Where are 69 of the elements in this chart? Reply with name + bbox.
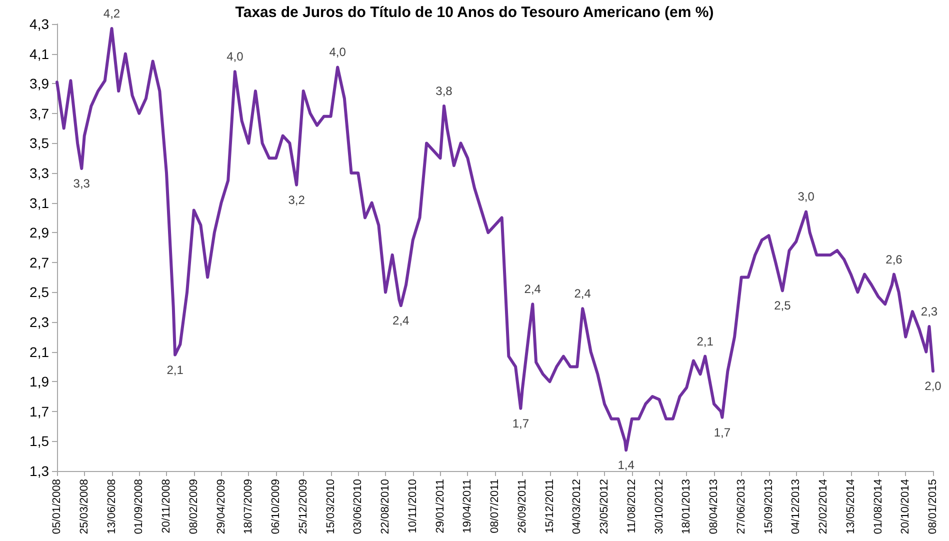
x-tick-label: 18/07/2009 <box>242 479 255 534</box>
y-tick-label: 3,5 <box>30 135 50 152</box>
x-tick-label: 08/07/2011 <box>489 479 501 534</box>
x-tick-label: 10/11/2010 <box>406 479 419 534</box>
y-tick-label: 1,3 <box>30 463 50 479</box>
x-tick-label: 08/01/2015 <box>927 479 939 534</box>
annotation: 1,7 <box>714 425 731 440</box>
x-tick-label: 25/03/2008 <box>78 479 90 534</box>
y-tick-label: 3,9 <box>30 76 50 92</box>
y-tick-label: 1,9 <box>30 374 50 390</box>
x-tick-label: 29/01/2011 <box>434 479 446 534</box>
annotation: 2,0 <box>924 379 942 394</box>
y-tick-label: 2,3 <box>30 314 50 330</box>
y-tick-label: 1,5 <box>30 433 50 450</box>
x-tick-label: 30/10/2012 <box>653 479 666 534</box>
x-tick-label: 23/05/2012 <box>598 479 610 534</box>
x-tick-label: 20/10/2014 <box>900 479 912 534</box>
x-tick-label: 20/11/2008 <box>160 479 172 534</box>
x-tick-label: 26/09/2011 <box>516 479 528 534</box>
annotation: 2,1 <box>696 334 714 348</box>
x-tick-label: 04/03/2012 <box>571 479 584 534</box>
x-tick-label: 01/09/2008 <box>133 479 146 534</box>
annotation: 3,0 <box>798 190 815 204</box>
x-tick-label: 03/06/2010 <box>352 479 364 534</box>
annotation: 2,4 <box>524 282 542 296</box>
x-tick-label: 27/06/2013 <box>735 479 748 534</box>
x-tick-label: 04/12/2013 <box>790 479 802 534</box>
annotation: 4,2 <box>103 6 120 20</box>
annotation: 4,0 <box>329 45 346 60</box>
y-tick-label: 2,7 <box>30 254 50 270</box>
y-tick-label: 1,7 <box>30 403 50 420</box>
y-tick-label: 2,5 <box>30 284 50 300</box>
x-tick-label: 08/04/2013 <box>708 479 720 534</box>
x-tick-label: 13/05/2014 <box>844 479 857 534</box>
x-tick-label: 15/12/2011 <box>544 479 556 534</box>
y-tick-label: 2,1 <box>30 344 50 360</box>
x-tick-label: 15/09/2013 <box>762 479 775 534</box>
x-tick-label: 01/08/2014 <box>872 479 884 534</box>
annotation: 1,7 <box>512 416 530 430</box>
annotation: 4,0 <box>226 50 244 64</box>
y-tick-label: 4,1 <box>30 46 50 62</box>
annotation: 3,8 <box>436 84 453 98</box>
annotation: 3,2 <box>288 192 306 207</box>
x-tick-label: 13/06/2008 <box>106 479 118 534</box>
x-tick-label: 22/08/2010 <box>380 479 392 534</box>
x-tick-label: 29/04/2009 <box>215 479 228 534</box>
x-tick-label: 22/02/2014 <box>818 479 830 534</box>
y-tick-label: 3,7 <box>30 105 50 122</box>
annotation: 2,3 <box>920 304 938 318</box>
annotation: 2,5 <box>774 298 792 313</box>
x-tick-label: 05/01/2008 <box>51 479 63 534</box>
y-tick-label: 3,1 <box>30 194 50 211</box>
annotation: 2,4 <box>392 314 410 328</box>
x-tick-label: 25/12/2009 <box>297 479 310 534</box>
annotation: 2,6 <box>886 252 903 266</box>
annotation: 1,4 <box>618 458 635 472</box>
annotation: 3,3 <box>73 176 90 191</box>
x-tick-label: 11/08/2012 <box>626 479 638 534</box>
y-tick-label: 3,3 <box>30 165 50 181</box>
x-tick-label: 06/10/2009 <box>270 479 282 534</box>
chart-title: Taxas de Juros do Título de 10 Anos do Tesouro Americano (em %) <box>235 4 714 21</box>
x-tick-label: 19/04/2011 <box>462 479 474 534</box>
x-tick-label: 08/02/2009 <box>188 479 200 534</box>
x-tick-label: 15/03/2010 <box>324 479 337 534</box>
x-tick-label: 18/01/2013 <box>680 479 693 534</box>
y-tick-label: 2,9 <box>30 224 50 241</box>
annotation: 2,4 <box>574 286 592 301</box>
y-tick-label: 4,3 <box>30 16 50 32</box>
annotation: 2,1 <box>166 362 184 377</box>
